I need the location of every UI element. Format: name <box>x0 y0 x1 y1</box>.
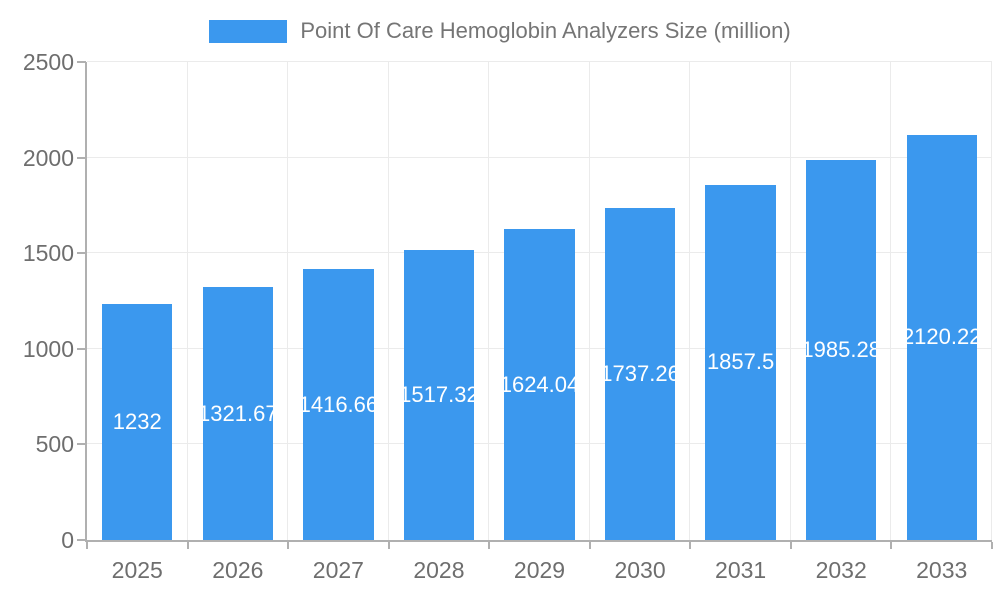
bar-value-label: 1517.32 <box>403 381 475 407</box>
x-axis-label: 2032 <box>815 557 867 583</box>
x-axis-tick <box>488 542 491 549</box>
v-gridline <box>387 62 389 540</box>
y-axis-label: 1500 <box>22 240 74 267</box>
bar-value-label: 1985.28 <box>805 337 877 363</box>
bar-value-label: 1232 <box>112 409 162 435</box>
x-axis-tick <box>991 542 993 549</box>
gridline-right-border <box>991 62 992 540</box>
bar: 2120.22 <box>906 134 977 540</box>
x-axis-tick <box>287 542 290 549</box>
bar: 1232 <box>102 304 173 540</box>
y-axis-tick <box>77 61 86 63</box>
legend-swatch <box>209 19 288 43</box>
bar: 1416.66 <box>303 269 374 540</box>
y-axis-tick <box>77 156 86 159</box>
x-axis-label: 2026 <box>212 557 264 583</box>
bar: 1985.28 <box>805 160 877 540</box>
x-axis-label: 2027 <box>312 557 364 583</box>
y-axis-label: 2500 <box>22 49 74 75</box>
bar: 1737.26 <box>604 207 676 540</box>
chart-title: Point Of Care Hemoglobin Analyzers Size … <box>300 18 791 43</box>
x-axis-line <box>85 540 992 542</box>
legend: Point Of Care Hemoglobin Analyzers Size … <box>0 18 1000 44</box>
bar: 1517.32 <box>403 249 475 540</box>
x-axis-tick <box>588 542 591 549</box>
v-gridline <box>890 62 892 540</box>
x-axis-tick <box>890 542 893 549</box>
y-axis-label: 500 <box>35 431 74 458</box>
v-gridline <box>789 62 791 540</box>
y-axis-tick <box>77 443 86 446</box>
bar-value-label: 1416.66 <box>303 391 374 417</box>
bar-value-label: 1321.67 <box>202 400 273 426</box>
x-axis-label: 2028 <box>413 557 465 583</box>
bar: 1857.5 <box>705 184 776 540</box>
v-gridline <box>689 62 691 540</box>
x-axis-label: 2025 <box>111 557 163 583</box>
x-axis-label: 2030 <box>614 557 666 583</box>
x-axis-tick <box>387 542 390 549</box>
x-axis-tick <box>789 542 792 549</box>
plot-area: 0 500 1000 1500 2000 2500 1232 2025 1321.67 2026 1… <box>23 49 993 583</box>
bar-value-label: 1737.26 <box>604 360 676 386</box>
x-axis-tick <box>86 542 88 549</box>
bar: 1321.67 <box>202 287 273 540</box>
y-axis-tick <box>77 252 86 255</box>
bar-value-label: 1624.04 <box>504 371 575 397</box>
x-axis-tick <box>186 542 189 549</box>
v-gridline <box>186 62 188 540</box>
x-axis-label: 2033 <box>916 557 968 583</box>
v-gridline <box>488 62 490 540</box>
v-gridline <box>287 62 289 540</box>
bar-value-label: 2120.22 <box>906 324 977 350</box>
y-axis-tick <box>77 347 86 350</box>
y-axis-label: 2000 <box>22 144 74 171</box>
bar: 1624.04 <box>504 229 575 540</box>
y-axis-label: 1000 <box>22 335 74 362</box>
y-axis-label: 0 <box>61 527 74 553</box>
bar-value-label: 1857.5 <box>706 349 775 375</box>
y-axis-tick <box>77 539 86 541</box>
h-gridline <box>87 156 992 158</box>
x-axis-label: 2029 <box>513 557 566 583</box>
v-gridline <box>588 62 590 540</box>
x-axis-tick <box>689 542 692 549</box>
h-gridline <box>87 61 992 62</box>
y-axis-line <box>85 62 87 542</box>
x-axis-label: 2031 <box>715 557 767 583</box>
